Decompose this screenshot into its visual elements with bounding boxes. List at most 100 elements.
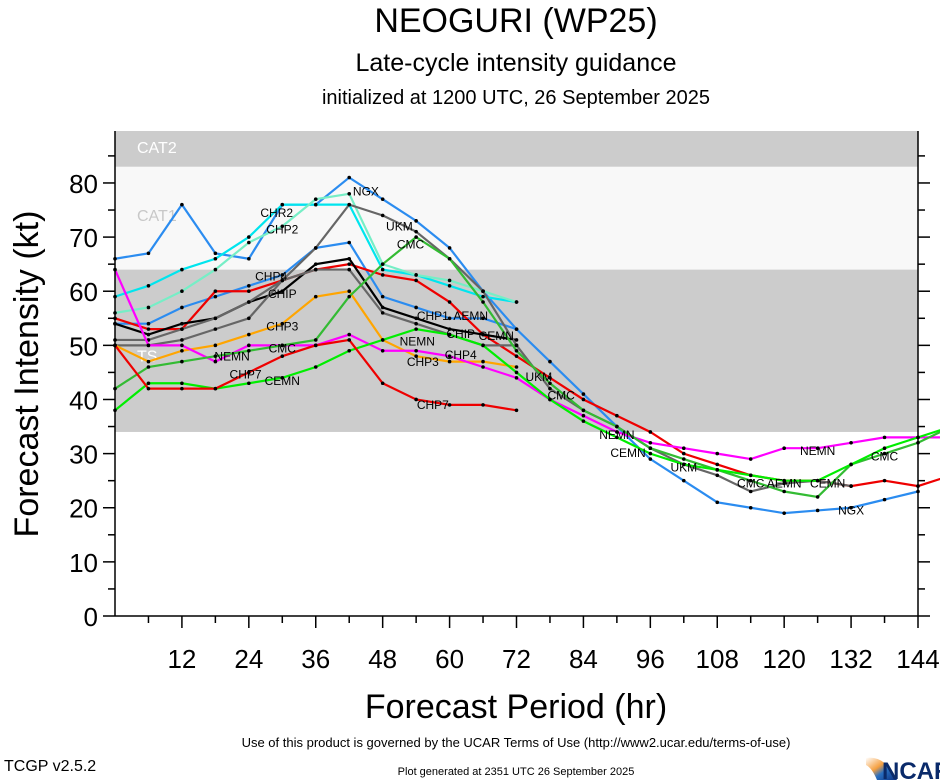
point-chp2-18 bbox=[213, 267, 218, 272]
point-chp7-30 bbox=[280, 354, 285, 358]
point-aemn-18 bbox=[213, 289, 218, 294]
point-cemn-54 bbox=[414, 327, 418, 331]
point-chp4-48 bbox=[380, 311, 385, 315]
point-chp3-12 bbox=[180, 348, 184, 353]
point-chp3-30 bbox=[280, 321, 285, 326]
point-aemn-24 bbox=[247, 289, 251, 294]
point-chip-72 bbox=[514, 338, 519, 342]
point-ngx-102 bbox=[681, 478, 686, 483]
chart-subtitle: Late-cycle intensity guidance bbox=[355, 49, 676, 77]
point-cmc-138 bbox=[882, 451, 887, 456]
point-nemn-138 bbox=[882, 435, 887, 440]
point-ukm-12 bbox=[180, 338, 184, 342]
point-chp4-24 bbox=[247, 300, 251, 304]
series-label-ngx: NGX bbox=[353, 184, 379, 198]
point-chp7-54 bbox=[414, 397, 418, 402]
point-nemn-24 bbox=[247, 343, 251, 348]
point-ngx-24 bbox=[247, 256, 251, 261]
band-label-cat2: CAT2 bbox=[137, 140, 177, 157]
axes: 0 10 20 30 40 50 60 70 80 12 24 36 48 60 72 84 96 108 120 1… bbox=[69, 131, 940, 674]
point-nemn-114 bbox=[748, 457, 753, 461]
point-chp4-30 bbox=[280, 278, 285, 283]
point-chp1-18 bbox=[213, 294, 218, 299]
series-label-cmc: CMC bbox=[737, 477, 765, 491]
version-label: TCGP v2.5.2 bbox=[4, 758, 96, 775]
point-aemn-48 bbox=[380, 273, 385, 277]
point-cmc-120 bbox=[782, 489, 786, 494]
point-nemn-66 bbox=[481, 365, 485, 369]
x-tick-label: 24 bbox=[234, 644, 263, 674]
series-label-chip: CHIP bbox=[268, 287, 297, 301]
point-nemn-42 bbox=[347, 332, 352, 337]
point-cmc-78 bbox=[548, 381, 552, 386]
point-chp3-18 bbox=[213, 343, 218, 348]
point-cemn-6 bbox=[146, 381, 151, 386]
point-cemn-12 bbox=[180, 381, 184, 386]
point-nemn-18 bbox=[213, 359, 218, 364]
point-cemn-96 bbox=[648, 451, 653, 456]
point-ukm-24 bbox=[247, 316, 251, 321]
point-ukm-48 bbox=[380, 213, 385, 218]
point-chp1-60 bbox=[447, 316, 452, 321]
point-chp4-42 bbox=[347, 267, 352, 272]
point-chp7-18 bbox=[213, 386, 218, 391]
point-chp1-42 bbox=[347, 240, 352, 245]
point-ngx-114 bbox=[748, 505, 753, 510]
point-ukm-54 bbox=[414, 229, 418, 234]
point-aemn-84 bbox=[581, 397, 586, 402]
point-chip-36 bbox=[313, 262, 318, 266]
point-chp3-72 bbox=[514, 365, 519, 369]
point-cmc-66 bbox=[481, 300, 485, 304]
series-label-cmc: CMC bbox=[871, 450, 899, 464]
point-chip-6 bbox=[146, 332, 151, 337]
point-chp1-54 bbox=[414, 305, 418, 310]
point-ngx-126 bbox=[815, 508, 820, 513]
point-aemn-6 bbox=[146, 327, 151, 331]
point-chp3-6 bbox=[146, 359, 151, 364]
point-cemn-66 bbox=[481, 343, 485, 348]
x-tick-label: 84 bbox=[569, 644, 598, 674]
point-chp4-72 bbox=[514, 343, 519, 348]
point-chp1-48 bbox=[380, 294, 385, 299]
point-cemn-84 bbox=[581, 419, 586, 423]
point-aemn-60 bbox=[447, 300, 452, 304]
y-tick-label: 10 bbox=[69, 548, 98, 578]
point-chp3-54 bbox=[414, 354, 418, 358]
point-ngx-78 bbox=[548, 359, 552, 364]
series-label-aemn: AEMN bbox=[453, 309, 488, 323]
y-tick-label: 70 bbox=[69, 223, 98, 253]
point-nemn-48 bbox=[380, 348, 385, 353]
y-tick-label: 30 bbox=[69, 440, 98, 470]
point-cemn-120 bbox=[782, 478, 786, 483]
point-chp1-24 bbox=[247, 284, 251, 288]
y-tick-label: 20 bbox=[69, 494, 98, 524]
point-chr2-24 bbox=[247, 235, 251, 239]
point-chp2-54 bbox=[414, 273, 418, 277]
x-tick-label: 132 bbox=[829, 644, 872, 674]
series-label-cmc: CMC bbox=[397, 238, 425, 252]
series-chp7 bbox=[113, 338, 519, 413]
point-ngx-132 bbox=[849, 505, 853, 510]
series-label-chr2: CHR2 bbox=[260, 206, 293, 220]
series-cemn bbox=[113, 327, 940, 483]
point-ngx-138 bbox=[882, 497, 887, 502]
ncar-logo-text: NCAR bbox=[882, 758, 940, 780]
series-label-chp7: CHP7 bbox=[230, 367, 262, 381]
point-nemn-132 bbox=[849, 440, 853, 445]
point-chr2-18 bbox=[213, 256, 218, 261]
ncar-logo: NCAR bbox=[866, 757, 940, 780]
point-ngx-96 bbox=[648, 457, 653, 461]
point-nemn-102 bbox=[681, 446, 686, 450]
point-nemn-54 bbox=[414, 348, 418, 353]
point-chp4-36 bbox=[313, 267, 318, 272]
point-cemn-30 bbox=[280, 376, 285, 380]
point-chp7-72 bbox=[514, 408, 519, 413]
point-chp3-24 bbox=[247, 332, 251, 337]
series-label-cemn: CEMN bbox=[479, 329, 514, 343]
point-cmc-60 bbox=[447, 256, 452, 261]
point-cemn-102 bbox=[681, 462, 686, 467]
point-ngx-42 bbox=[347, 175, 352, 180]
point-ukm-120 bbox=[782, 481, 786, 486]
point-chip-54 bbox=[414, 316, 418, 321]
